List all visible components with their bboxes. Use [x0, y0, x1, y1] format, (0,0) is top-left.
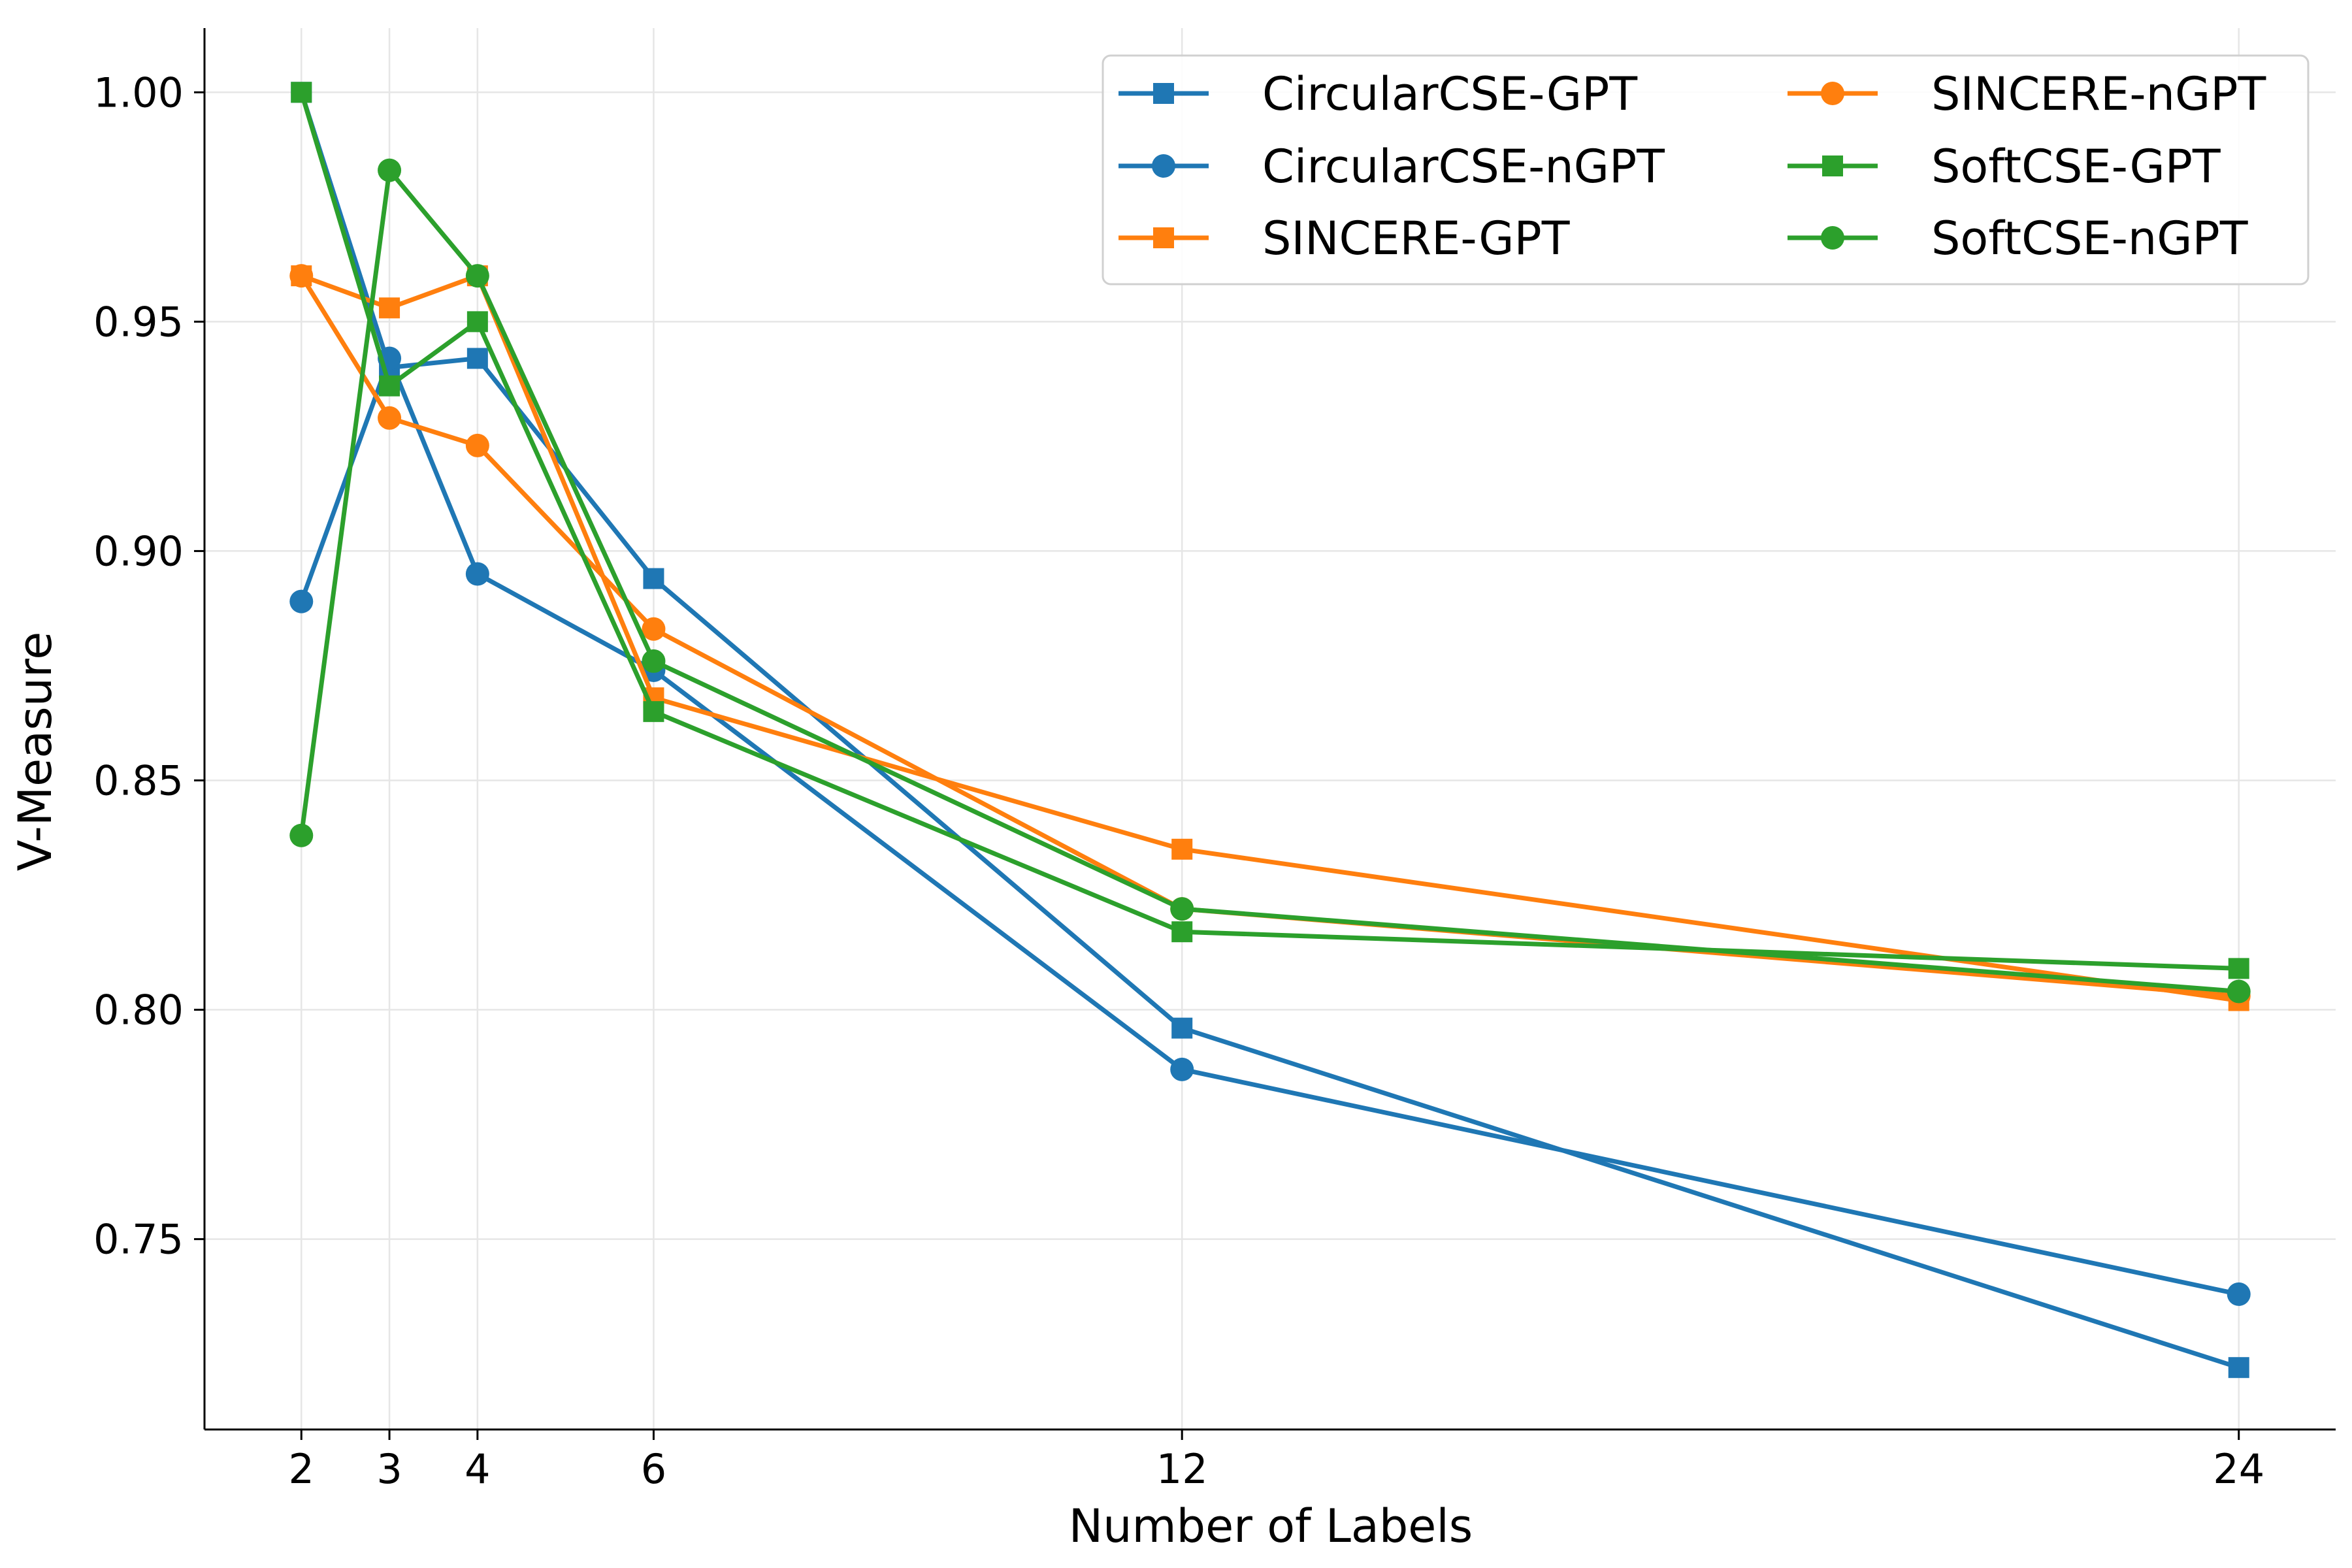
axes: 2 3 4 6 12 24 0.75 0.80 0.85 0.90 0.95 1.00 [93, 28, 2336, 1493]
data-point [642, 649, 666, 673]
legend-label: SoftCSE-nGPT [1931, 212, 2248, 265]
x-axis-title: Number of Labels [1069, 1499, 1473, 1553]
legend-marker [1153, 227, 1174, 248]
legend-item: CircularCSE-nGPT [1119, 140, 1665, 193]
y-tick-label: 0.85 [93, 757, 184, 804]
series-line [299, 356, 2240, 1297]
series-sincere-ngpt [289, 264, 2251, 1008]
x-tick-label: 2 [289, 1445, 314, 1493]
data-point [1171, 1017, 1193, 1039]
data-point [2227, 1282, 2251, 1306]
data-point [291, 82, 312, 103]
data-point [378, 158, 402, 182]
legend-label: SoftCSE-GPT [1931, 140, 2221, 193]
data-point [1170, 1057, 1194, 1081]
series-sincere-gpt [291, 265, 2249, 1011]
legend-marker [1822, 155, 1843, 176]
data-point [642, 617, 666, 641]
data-point [378, 406, 402, 430]
legend-item: SoftCSE-GPT [1788, 140, 2221, 193]
series-softcse-ngpt [289, 158, 2251, 1004]
data-point [643, 701, 664, 723]
data-point [289, 264, 314, 288]
y-tick-label: 1.00 [93, 69, 184, 116]
data-point [1170, 897, 1194, 921]
legend-marker [1153, 83, 1174, 104]
legend-item: SoftCSE-nGPT [1788, 212, 2248, 265]
legend-item: CircularCSE-GPT [1119, 67, 1637, 121]
x-tick-label: 3 [376, 1445, 402, 1493]
y-tick-label: 0.95 [93, 298, 184, 346]
data-point [465, 264, 489, 288]
series-layer [289, 82, 2251, 1379]
data-point [466, 311, 488, 333]
series-line [299, 168, 2239, 994]
series-line [301, 273, 2240, 1003]
x-tick-label: 12 [1156, 1445, 1208, 1493]
x-tick-label: 24 [2213, 1445, 2264, 1493]
data-point [289, 823, 314, 847]
series-softcse-gpt [291, 82, 2249, 979]
legend-label: CircularCSE-nGPT [1262, 140, 1665, 193]
legend-marker [1821, 82, 1844, 105]
legend-box [1102, 54, 2310, 286]
legend-label: CircularCSE-GPT [1262, 67, 1637, 121]
legend-marker [1152, 154, 1175, 178]
data-point [1171, 921, 1193, 943]
y-tick-label: 0.90 [93, 527, 184, 575]
y-axis-title: V-Measure [8, 632, 62, 872]
data-point [289, 589, 314, 613]
data-point [465, 433, 489, 457]
data-point [1171, 838, 1193, 860]
series-line [299, 91, 2239, 971]
data-point [2228, 958, 2249, 979]
data-point [466, 348, 488, 369]
data-point [465, 562, 489, 586]
data-point [2228, 1357, 2249, 1379]
x-tick-label: 6 [641, 1445, 666, 1493]
legend-item: SINCERE-GPT [1119, 212, 1570, 265]
legend-label: SINCERE-nGPT [1931, 67, 2266, 121]
data-point [379, 297, 400, 319]
legend-label: SINCERE-GPT [1262, 212, 1570, 265]
legend-item: SINCERE-nGPT [1788, 67, 2266, 121]
data-point [2227, 979, 2251, 1004]
y-tick-label: 0.75 [93, 1216, 184, 1264]
y-tick-label: 0.80 [93, 987, 184, 1034]
data-point [643, 568, 664, 589]
x-tick-label: 4 [465, 1445, 490, 1493]
data-point [379, 375, 400, 397]
legend: CircularCSE-GPT CircularCSE-nGPT SINCERE-G… [1102, 54, 2310, 286]
legend-marker [1821, 226, 1844, 250]
